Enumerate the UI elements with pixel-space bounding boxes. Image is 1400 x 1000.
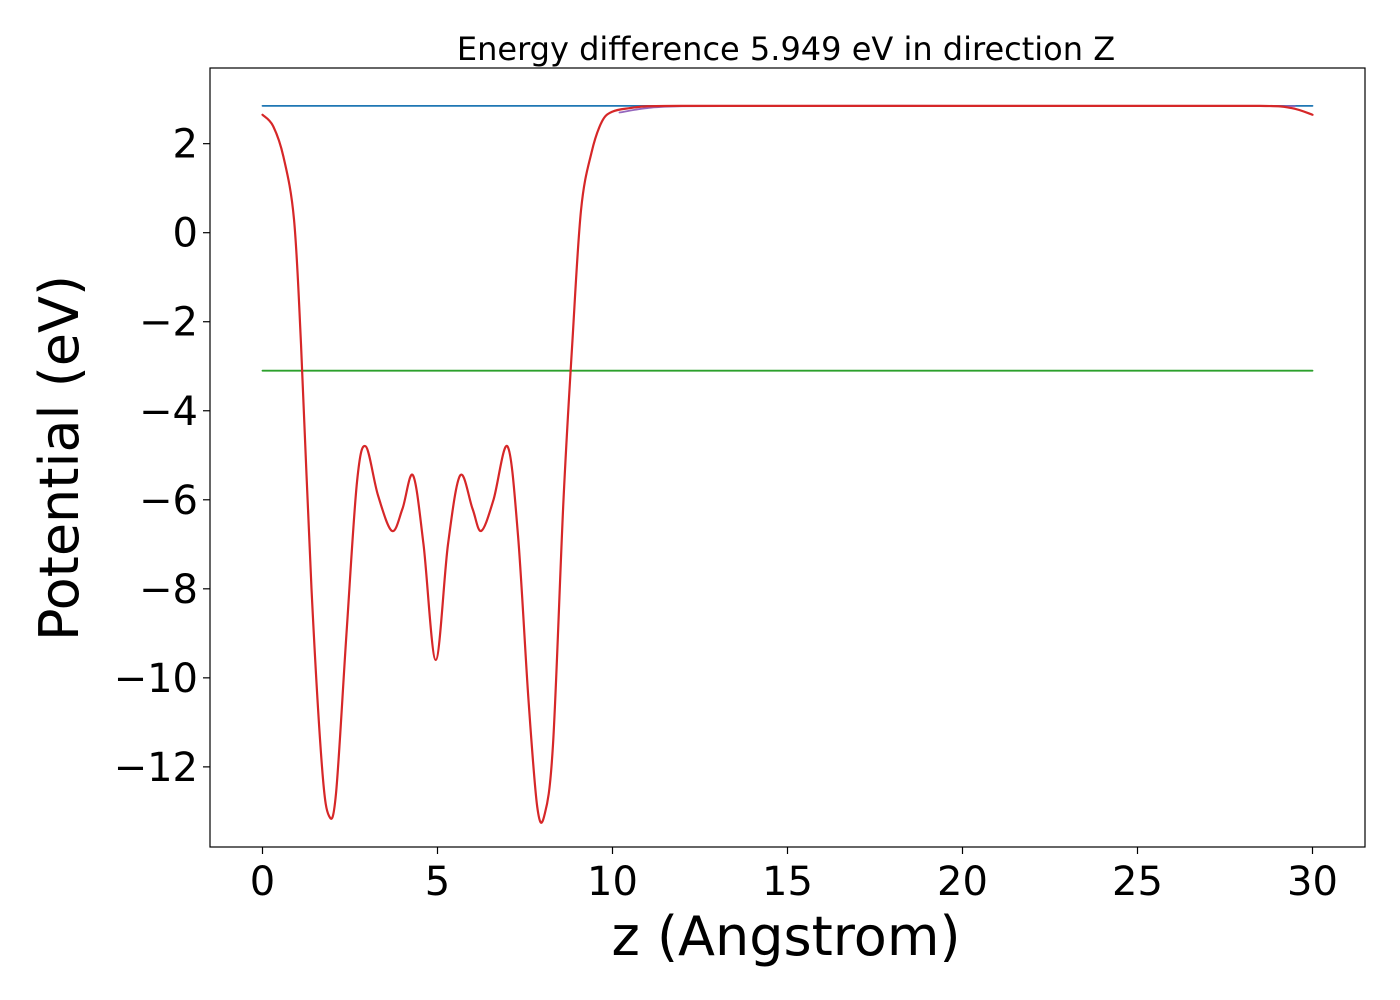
x-tick-label: 30 xyxy=(1287,859,1338,905)
y-tick-label: −8 xyxy=(139,567,198,613)
x-tick-label: 5 xyxy=(425,859,450,905)
x-tick-label: 20 xyxy=(937,859,988,905)
plot-frame xyxy=(209,67,1366,848)
y-tick-label: −6 xyxy=(139,478,198,524)
x-axis-label: z (Angstrom) xyxy=(611,905,960,968)
y-tick-label: −12 xyxy=(114,745,198,791)
x-axis: 0 5 10 15 20 25 30 xyxy=(250,847,1338,905)
chart-title: Energy difference 5.949 eV in direction … xyxy=(457,30,1115,68)
y-tick-label: 0 xyxy=(173,211,198,257)
plot-lines xyxy=(261,104,1314,824)
x-tick-label: 10 xyxy=(587,859,638,905)
x-tick-label: 0 xyxy=(250,859,275,905)
y-axis-label: Potential (eV) xyxy=(28,275,91,641)
x-tick-label: 25 xyxy=(1112,859,1163,905)
series-line-3 xyxy=(261,104,1314,824)
y-tick-label: −4 xyxy=(139,389,198,435)
y-tick-label: −10 xyxy=(114,656,198,702)
x-tick-label: 15 xyxy=(762,859,813,905)
y-axis: 2 0 −2 −4 −6 −8 −10 −12 xyxy=(114,122,210,791)
y-tick-label: 2 xyxy=(173,122,198,168)
y-tick-label: −2 xyxy=(139,300,198,346)
